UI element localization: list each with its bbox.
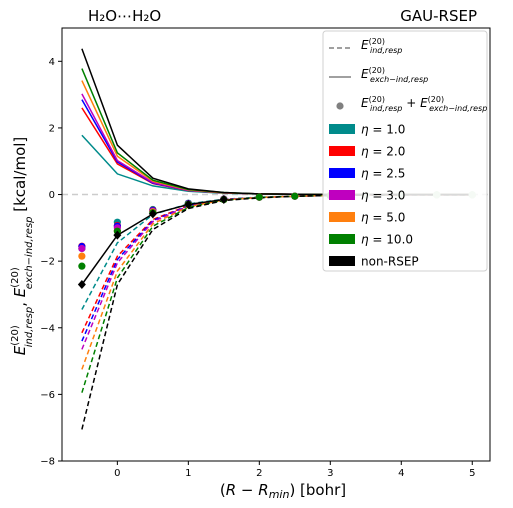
legend-marker-handle [336, 102, 344, 110]
legend-color-swatch [329, 146, 355, 156]
y-axis-label: E(20) ind,resp, E(20) exch−ind,resp [kcal/… [10, 137, 35, 356]
legend-label-ind: E(20) ind,resp [361, 37, 402, 55]
legend-label-sum: E(20) ind,resp + E(20) exch−ind,resp [361, 95, 487, 113]
x-tick-label: 2 [256, 468, 262, 479]
legend-series-label: η = 2.5 [361, 167, 405, 181]
legend-color-swatch [329, 168, 355, 178]
legend-color-swatch [329, 234, 355, 244]
axes-frame [61, 27, 491, 462]
legend-label-exch: E(20) exch−ind,resp [361, 66, 428, 84]
y-tick-label: 2 [49, 123, 55, 134]
corner-label-left: H₂O⋯H₂O [88, 7, 161, 25]
legend-series-label: η = 2.0 [361, 145, 405, 159]
sum-marker [78, 262, 86, 270]
legend-series-label: η = 3.0 [361, 189, 405, 203]
legend-color-swatch [329, 256, 355, 266]
legend-series-label: η = 5.0 [361, 211, 405, 225]
series-ind-line [81, 194, 473, 342]
sum-marker [78, 252, 86, 260]
axis-ticks: 0 1 2 3 4 5 −8 −6 −4 −2 0 2 4 [40, 57, 475, 479]
x-tick-label: 0 [114, 468, 120, 479]
x-tick-label: 1 [185, 468, 191, 479]
legend-series-label: η = 1.0 [361, 123, 405, 137]
sum-marker [184, 200, 193, 210]
y-tick-label: −8 [40, 457, 55, 468]
y-tick-label: 4 [49, 57, 55, 68]
sum-marker [148, 209, 157, 219]
y-tick-label: −6 [40, 390, 55, 401]
x-tick-label: 4 [398, 468, 404, 479]
x-axis-label: (R − Rmin) [bohr] [220, 481, 346, 501]
legend: E(20) ind,resp E(20) exch−ind,resp E(20) ind,… [322, 30, 488, 272]
corner-label-right: GAU-RSEP [400, 7, 477, 25]
legend-series-label: η = 10.0 [361, 233, 413, 247]
legend-box [322, 30, 488, 272]
sum-marker [291, 192, 299, 200]
y-tick-label: −2 [40, 257, 55, 268]
legend-color-swatch [329, 190, 355, 200]
sum-marker [77, 279, 86, 289]
legend-color-swatch [329, 124, 355, 134]
sum-marker [113, 230, 122, 240]
sum-marker [219, 195, 228, 205]
sum-marker [78, 244, 86, 253]
y-tick-label: 0 [49, 190, 55, 201]
legend-color-swatch [329, 212, 355, 222]
x-tick-label: 3 [327, 468, 333, 479]
sum-marker [255, 193, 263, 201]
y-tick-label: −4 [40, 323, 55, 334]
x-tick-label: 5 [469, 468, 475, 479]
legend-series-label: non-RSEP [361, 255, 419, 269]
